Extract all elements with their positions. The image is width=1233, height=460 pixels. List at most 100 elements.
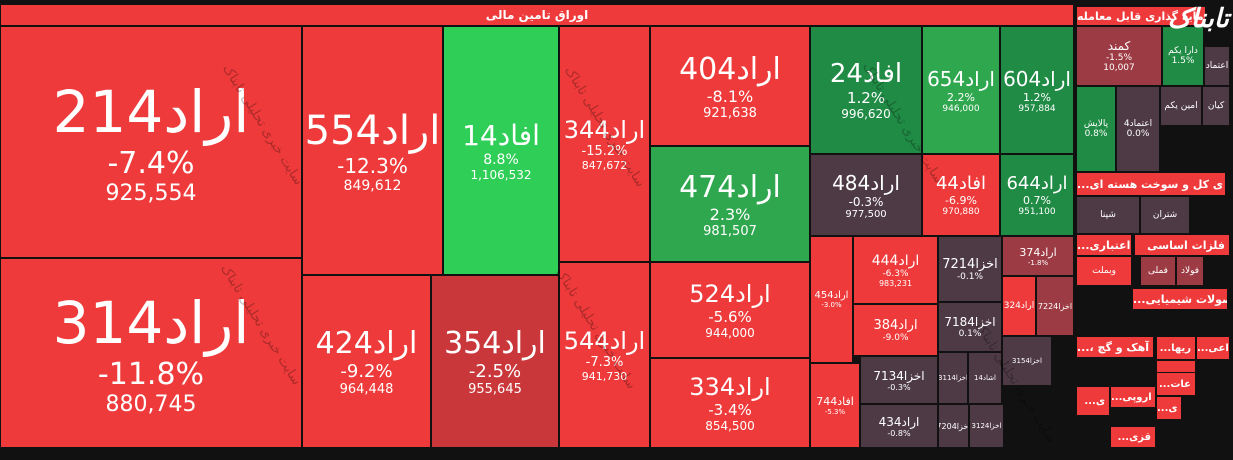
side-sector-header[interactable]: فلزات اساسی <box>1134 234 1230 256</box>
treemap-tile[interactable]: اراد354 -2.5% 955,645 <box>431 275 559 448</box>
treemap-tile[interactable]: اراد444 -6.3% 983,231 <box>853 236 938 304</box>
tile-name: اراد344 <box>563 116 646 144</box>
side-filler-tile <box>1146 453 1160 460</box>
side-tile[interactable]: پالایش 0.8% <box>1076 86 1116 172</box>
tile-price: 983,231 <box>878 278 913 288</box>
side-sector-header[interactable]: سرمایه گذاری قابل معامله <box>1076 6 1206 26</box>
treemap-tile[interactable]: اراد544 -7.3% 941,730 <box>559 262 650 448</box>
side-tile-name: وبملت <box>1092 266 1116 276</box>
side-tile[interactable]: امین یکم <box>1160 86 1202 126</box>
side-tile[interactable]: اعتماد <box>1204 46 1230 86</box>
side-tile[interactable]: کیان <box>1202 86 1230 126</box>
side-filler-tile <box>1202 362 1216 375</box>
treemap-tile[interactable]: اخزا3124 <box>969 404 1004 448</box>
sector-header-bonds[interactable]: اوراق تامین مالی <box>0 4 1074 26</box>
tile-price: 854,500 <box>705 419 755 433</box>
side-sector-header[interactable]: ...صولات شیمیایی <box>1132 288 1228 310</box>
side-filler-tile <box>1216 440 1230 453</box>
tile-change: -12.3% <box>337 153 408 178</box>
side-tile[interactable]: شتران <box>1140 196 1190 234</box>
side-tile[interactable]: اعتماد4 0.0% <box>1116 86 1160 172</box>
side-filler-tile <box>1090 323 1104 336</box>
tile-change: -15.2% <box>581 144 628 159</box>
treemap-tile[interactable]: اراد374 -1.8% <box>1002 236 1074 276</box>
treemap-tile[interactable]: اراد644 0.7% 951,100 <box>1000 154 1074 236</box>
side-small-sector[interactable]: ...ی <box>1076 386 1110 416</box>
side-sector-header[interactable]: ...، آهک و گچ <box>1076 336 1154 358</box>
treemap-tile[interactable]: اراد324 <box>1002 276 1036 336</box>
side-tile-name: اعتماد <box>1205 61 1229 71</box>
treemap-tile[interactable]: اخزا3154 <box>1002 336 1052 386</box>
tile-change: -9.0% <box>882 332 909 343</box>
side-small-sector[interactable]: ...قزی <box>1110 426 1156 448</box>
treemap-tile[interactable]: اراد344 -15.2% 847,672 <box>559 26 650 262</box>
side-small-sector[interactable]: ...عات <box>1156 372 1196 396</box>
treemap-tile[interactable]: اراد434 -0.8% <box>860 404 938 448</box>
tile-name: اراد324 <box>1003 301 1035 311</box>
side-tile[interactable]: کمند -1.5% 10,007 <box>1076 26 1162 86</box>
treemap-tile[interactable]: اخزا3114 <box>938 352 968 404</box>
tile-name: اراد644 <box>1006 173 1068 194</box>
side-tile[interactable]: فولاد <box>1176 256 1204 286</box>
tile-name: اراد404 <box>679 51 781 87</box>
side-small-sector[interactable]: ...ی <box>1156 396 1182 420</box>
logo: تابناک <box>1167 4 1229 34</box>
tile-change: -6.9% <box>945 194 977 207</box>
side-tile[interactable]: فملی <box>1140 256 1176 286</box>
treemap-tile[interactable]: اراد554 -12.3% 849,612 <box>302 26 443 275</box>
treemap-tile[interactable]: اراد484 -0.3% 977,500 <box>810 154 922 236</box>
treemap-tile[interactable]: اشاد14 <box>968 352 1002 404</box>
treemap-tile[interactable]: اراد604 1.2% 957,884 <box>1000 26 1074 154</box>
side-small-sector[interactable]: ...ریها <box>1156 336 1196 360</box>
treemap-tile[interactable]: اخزا7224 <box>1036 276 1074 336</box>
tile-change: -2.5% <box>468 361 522 382</box>
side-sector-header[interactable]: ...ی کل و سوخت هسته ای <box>1076 172 1226 196</box>
tile-name: افاد14 <box>462 119 540 152</box>
side-small-sector[interactable]: ...اروپی <box>1110 386 1156 408</box>
treemap-tile[interactable]: اراد214 -7.4% 925,554 <box>0 26 302 258</box>
treemap-tile[interactable]: اخزا7204 <box>938 404 969 448</box>
tile-name: اراد484 <box>832 170 900 195</box>
side-tile-name: پالایش <box>1083 119 1109 129</box>
side-filler-tile <box>1202 388 1216 401</box>
side-filler-tile <box>1090 310 1104 323</box>
side-tile[interactable]: وبملت <box>1076 256 1132 286</box>
tile-name: اراد314 <box>52 289 250 357</box>
side-filler-tile <box>1104 323 1118 336</box>
treemap-tile[interactable]: افاد24 1.2% 996,620 <box>810 26 922 154</box>
side-tile[interactable]: شپنا <box>1076 196 1140 234</box>
side-filler-tile <box>1216 362 1230 375</box>
treemap-tile[interactable]: اراد384 -9.0% <box>853 304 938 356</box>
side-small-sector[interactable]: ...اعی <box>1196 336 1230 360</box>
treemap-tile[interactable]: اراد314 -11.8% 880,745 <box>0 258 302 448</box>
side-tile-name: فولاد <box>1180 266 1200 276</box>
treemap-tile[interactable]: افاد14 8.8% 1,106,532 <box>443 26 559 275</box>
treemap-tile[interactable]: اخزا7184 0.1% <box>938 302 1002 352</box>
treemap-tile[interactable]: اراد654 2.2% 946,000 <box>922 26 1000 154</box>
treemap-tile[interactable]: اراد404 -8.1% 921,638 <box>650 26 810 146</box>
treemap-tile[interactable]: اراد424 -9.2% 964,448 <box>302 275 431 448</box>
side-sector-header[interactable]: ...اعتباری <box>1076 234 1132 256</box>
tile-name: اخزا7224 <box>1037 301 1073 311</box>
tile-name: اخزا3124 <box>971 422 1002 430</box>
treemap-tile[interactable]: اراد334 -3.4% 854,500 <box>650 358 810 448</box>
treemap-tile[interactable]: اراد524 -5.6% 944,000 <box>650 262 810 358</box>
treemap-tile[interactable]: افاد744 -5.3% <box>810 363 860 448</box>
tile-name: اراد524 <box>689 280 771 308</box>
side-filler-tile <box>1132 362 1146 375</box>
side-tile[interactable]: دارا یکم 1.5% <box>1162 26 1204 86</box>
side-filler-tile <box>1202 414 1216 427</box>
tile-price: 941,730 <box>581 370 628 383</box>
side-filler-tile <box>1090 440 1104 453</box>
side-filler-tile <box>1090 362 1104 375</box>
tile-change: -0.3% <box>887 382 911 392</box>
treemap-tile[interactable]: اراد474 2.3% 981,507 <box>650 146 810 262</box>
side-filler-tile <box>1174 453 1188 460</box>
side-filler-tile <box>1090 453 1104 460</box>
treemap-tile[interactable]: اخزا7134 -0.3% <box>860 356 938 404</box>
treemap-tile[interactable]: اراد454 -3.0% <box>810 236 853 363</box>
tile-price: 847,672 <box>581 159 628 172</box>
treemap-tile[interactable]: افاد44 -6.9% 970,880 <box>922 154 1000 236</box>
treemap-tile[interactable]: اخزا7214 -0.1% <box>938 236 1002 302</box>
side-filler-tile <box>1188 427 1202 440</box>
